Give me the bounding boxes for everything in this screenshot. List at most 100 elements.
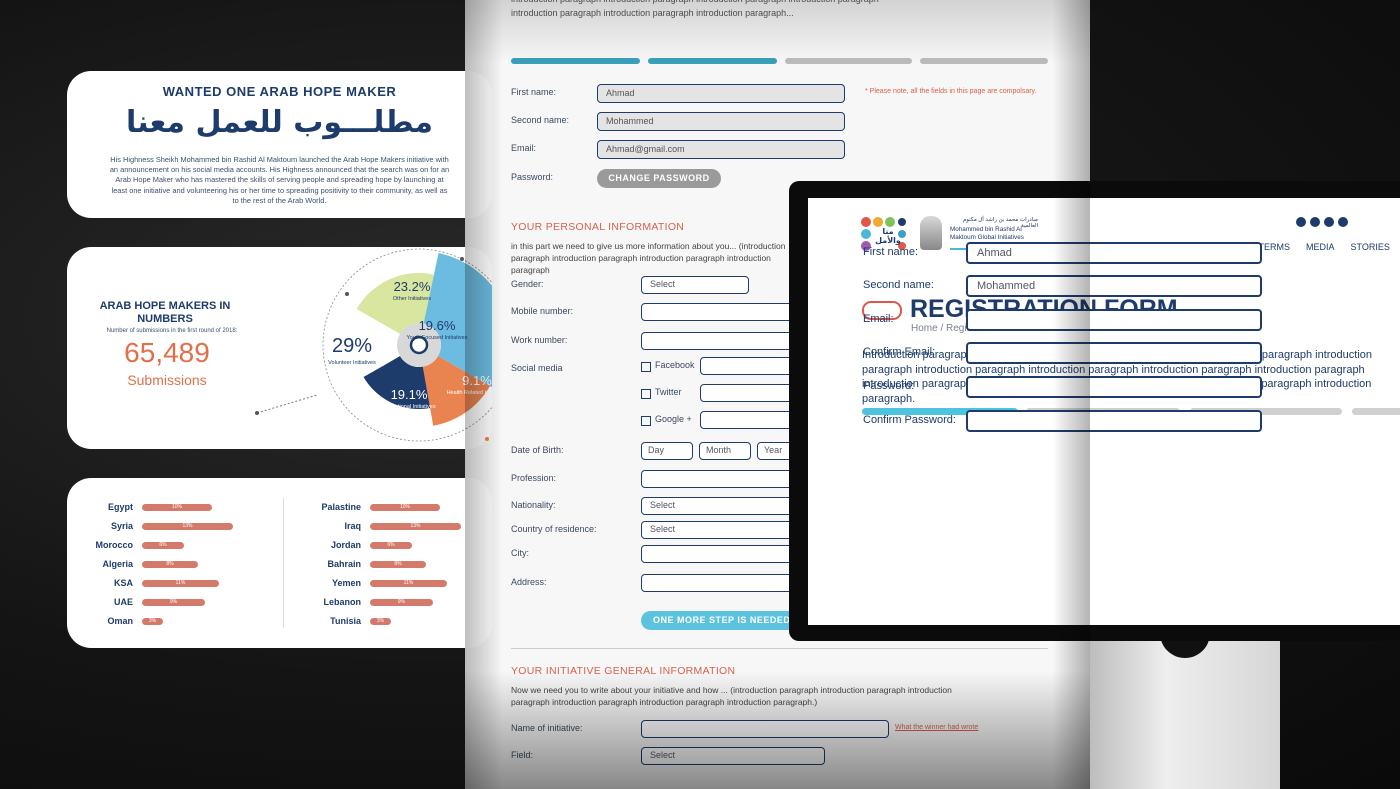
progress-step xyxy=(511,58,640,64)
note: * Please note, all the fields in this pa… xyxy=(865,88,1037,95)
divider xyxy=(283,498,284,628)
field-label: Profession: xyxy=(511,473,557,483)
segment xyxy=(363,356,431,409)
input-value: Ahmad xyxy=(606,88,635,98)
bar-label: 10% xyxy=(399,504,410,510)
country-name: UAE xyxy=(113,597,133,607)
checkbox[interactable] xyxy=(641,389,651,399)
country-name: Lebanon xyxy=(323,597,362,607)
segment-label: Educational Initiatives xyxy=(382,404,435,410)
link[interactable]: What the winner had wrote xyxy=(895,724,979,731)
field-label: Second name: xyxy=(863,279,934,291)
input-value: Mohammed xyxy=(977,280,1036,292)
select[interactable]: Select xyxy=(641,747,825,765)
country-name: Tunisia xyxy=(330,616,361,626)
bar-label: 9% xyxy=(397,599,406,605)
section-heading: YOUR INITIATIVE GENERAL INFORMATION xyxy=(511,665,736,677)
select-value: Select xyxy=(650,279,676,289)
progress-step xyxy=(920,58,1048,64)
section-heading: YOUR PERSONAL INFORMATION xyxy=(511,221,685,233)
progress-step xyxy=(1190,408,1342,415)
checkbox[interactable] xyxy=(641,416,651,426)
intro-text: introduction paragraph introduction para… xyxy=(511,0,879,4)
bar: 8% xyxy=(142,561,198,568)
field-label: Password: xyxy=(863,380,915,392)
bar: 8% xyxy=(370,561,426,568)
org-name: Mohammed bin Rashid Al Maktoum Global In… xyxy=(950,226,1024,241)
option-label: Facebook xyxy=(655,360,695,370)
segment-value: 9.1% xyxy=(462,373,492,388)
leader-dot xyxy=(460,257,464,261)
field-label: Confirm Email: xyxy=(863,346,936,358)
segment-value: 19.6% xyxy=(419,318,456,333)
bar: 11% xyxy=(370,580,447,587)
bar: 6% xyxy=(370,542,412,549)
bar-label: 8% xyxy=(166,561,174,567)
section-intro: Now we need you to write about your init… xyxy=(511,685,952,707)
nav-item[interactable]: TERMS xyxy=(1258,242,1291,252)
field-label: Email: xyxy=(863,313,894,325)
card-subtitle: Number of submissions in the first round… xyxy=(106,328,238,334)
select[interactable]: Select xyxy=(641,497,801,515)
segment xyxy=(364,317,400,373)
input[interactable] xyxy=(966,309,1262,331)
bar: 9% xyxy=(370,599,433,606)
nav-item[interactable]: MEDIA xyxy=(1306,242,1335,252)
total: 65,489 xyxy=(124,337,210,368)
outer-ring xyxy=(322,248,492,442)
input[interactable] xyxy=(966,410,1262,432)
checkbox[interactable] xyxy=(641,362,651,372)
arabic-title: مطلـــوب للعمل معنا xyxy=(125,105,433,140)
country-name: Algeria xyxy=(102,559,133,569)
portrait xyxy=(920,216,942,250)
country-name: Jordan xyxy=(330,540,361,550)
field-label: First name: xyxy=(863,246,919,258)
input-value: Ahmad xyxy=(977,247,1012,259)
input: Mohammed xyxy=(597,112,845,131)
input[interactable] xyxy=(966,376,1262,398)
select[interactable]: Month xyxy=(699,442,751,460)
country-name: Yemen xyxy=(331,578,361,588)
field-label: First name: xyxy=(511,87,557,97)
select[interactable]: Select xyxy=(641,276,749,294)
bar-label: 9% xyxy=(169,599,178,605)
field-label: Mobile number: xyxy=(511,306,574,316)
segment xyxy=(423,253,492,388)
progress-step xyxy=(785,58,912,64)
hope-card: WANTED ONE ARAB HOPE MAKER مطلـــوب للعم… xyxy=(67,71,492,218)
org-arabic: مبادرات محمد بن راشد آل مكتوم العالمية xyxy=(962,217,1038,229)
bar: 3% xyxy=(142,618,163,625)
input: Ahmad@gmail.com xyxy=(597,140,845,159)
nav-item[interactable]: STORIES xyxy=(1350,242,1390,252)
button[interactable]: CHANGE PASSWORD xyxy=(597,169,721,188)
leader-dot xyxy=(345,292,349,296)
card-body: His Highness Sheikh Mohammed bin Rashid … xyxy=(109,155,450,205)
select-value: Select xyxy=(650,500,676,510)
field-label: Second name: xyxy=(511,115,570,125)
input[interactable]: Mohammed xyxy=(966,275,1262,297)
card-title: WANTED ONE ARAB HOPE MAKER xyxy=(162,84,397,99)
field-label: Country of residence: xyxy=(511,524,597,534)
segment-value: 23.2% xyxy=(394,279,431,294)
input[interactable]: Ahmad xyxy=(966,242,1262,264)
input[interactable] xyxy=(966,342,1262,364)
countries-card: Egypt 10% Syria 13% Morocco 6% Algeria 8% KSA 11%… xyxy=(67,478,492,648)
select-value: Select xyxy=(650,750,676,760)
segment-label: Other Initiatives xyxy=(393,296,431,302)
select[interactable]: Day xyxy=(641,442,693,460)
segment xyxy=(422,356,491,426)
intro-text: introduction paragraph introduction para… xyxy=(511,8,794,18)
input: Ahmad xyxy=(597,84,845,103)
segment-label: Youth Focused Initiatives xyxy=(407,335,468,341)
button[interactable]: ONE MORE STEP IS NEEDED, xyxy=(641,611,823,630)
field-label: Address: xyxy=(511,577,547,587)
leader xyxy=(256,394,318,414)
select[interactable]: Select xyxy=(641,521,801,539)
country-name: Palastine xyxy=(321,502,361,512)
bar: 13% xyxy=(370,523,461,530)
title-pill xyxy=(862,301,902,320)
bar: 13% xyxy=(142,523,233,530)
bar-label: 13% xyxy=(410,523,421,529)
total-label: Submissions xyxy=(127,372,207,388)
